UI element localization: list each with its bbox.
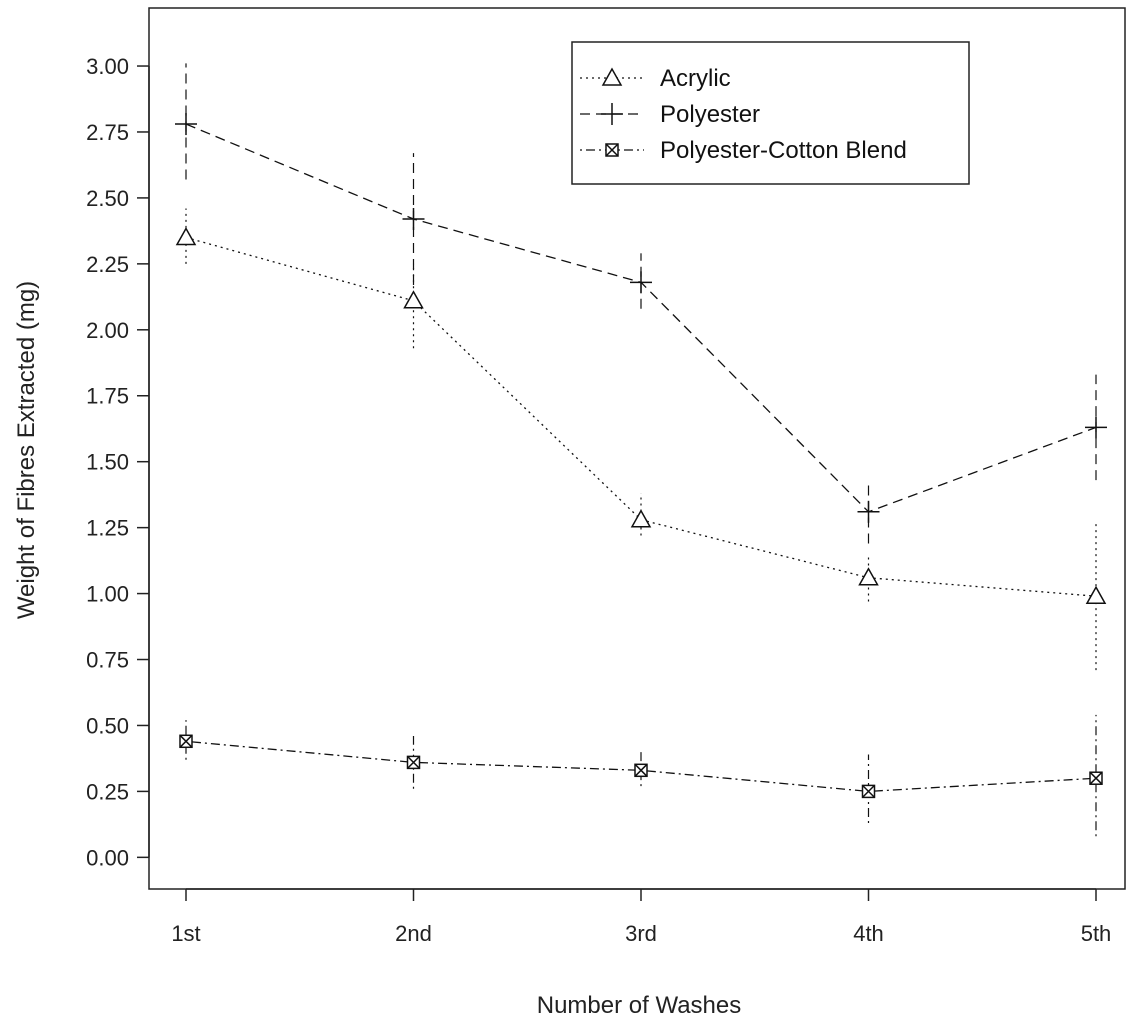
legend-marker bbox=[601, 103, 623, 125]
x-tick-label: 1st bbox=[171, 921, 200, 946]
series-lines bbox=[185, 123, 1097, 793]
y-tick-label: 3.00 bbox=[86, 54, 129, 79]
legend-label: Acrylic bbox=[660, 65, 731, 92]
x-axis: 1st 2nd 3rd 4th 5th bbox=[171, 888, 1112, 946]
polyester-point bbox=[402, 208, 425, 231]
y-tick-label: 2.25 bbox=[86, 252, 129, 277]
polyester-point bbox=[630, 271, 652, 294]
y-tick-label: 1.25 bbox=[86, 516, 129, 541]
acrylic-series-line bbox=[185, 236, 1097, 597]
y-tick-label: 2.75 bbox=[86, 120, 129, 145]
polyester-point bbox=[857, 500, 880, 523]
acrylic-point bbox=[858, 567, 879, 586]
y-tick-label: 2.50 bbox=[86, 186, 129, 211]
y-axis: 0.00 0.25 0.50 0.75 1.00 1.25 1.50 1.75 2.00 2.25… bbox=[86, 54, 150, 870]
acrylic-point bbox=[403, 290, 424, 309]
legend-marker bbox=[601, 67, 623, 86]
x-tick-label: 3rd bbox=[625, 921, 657, 946]
legend-label: Polyester bbox=[660, 101, 760, 128]
x-tick-label: 4th bbox=[853, 921, 884, 946]
x-tick-label: 5th bbox=[1081, 921, 1112, 946]
y-tick-label: 2.00 bbox=[86, 318, 129, 343]
acrylic-point bbox=[175, 226, 197, 246]
y-axis-title: Weight of Fibres Extracted (mg) bbox=[13, 281, 40, 619]
x-tick-label: 2nd bbox=[395, 921, 432, 946]
polyester-cotton-blend-point bbox=[634, 763, 648, 778]
y-tick-label: 0.75 bbox=[86, 648, 129, 673]
polyester-cotton-blend-point bbox=[861, 784, 876, 799]
polyester-point bbox=[175, 113, 197, 136]
polyester-cotton-blend-point bbox=[1089, 771, 1103, 785]
y-tick-label: 0.50 bbox=[86, 713, 129, 738]
x-axis-title: Number of Washes bbox=[537, 992, 742, 1019]
polyester-cotton-blend-point bbox=[179, 734, 193, 749]
y-tick-label: 1.50 bbox=[86, 450, 129, 475]
y-tick-label: 1.75 bbox=[86, 384, 129, 409]
data-markers bbox=[175, 113, 1107, 799]
y-tick-label: 0.25 bbox=[86, 779, 129, 804]
polyester-point bbox=[1085, 416, 1107, 439]
y-tick-label: 0.00 bbox=[86, 845, 129, 870]
acrylic-point bbox=[1085, 585, 1107, 604]
polyester-cotton-blend-point bbox=[406, 755, 421, 770]
legend-item-acrylic: Acrylic bbox=[580, 65, 731, 92]
legend-label: Polyester-Cotton Blend bbox=[660, 137, 907, 164]
legend: Acrylic Polyester Polyester-Cotton Blend bbox=[571, 41, 970, 185]
legend-item-polyester: Polyester bbox=[580, 101, 760, 128]
legend-box bbox=[571, 41, 970, 185]
y-tick-label: 1.00 bbox=[86, 582, 129, 607]
legend-item-polyester-cotton-blend: Polyester-Cotton Blend bbox=[580, 137, 907, 164]
acrylic-point bbox=[630, 509, 652, 528]
legend-marker bbox=[605, 143, 619, 157]
